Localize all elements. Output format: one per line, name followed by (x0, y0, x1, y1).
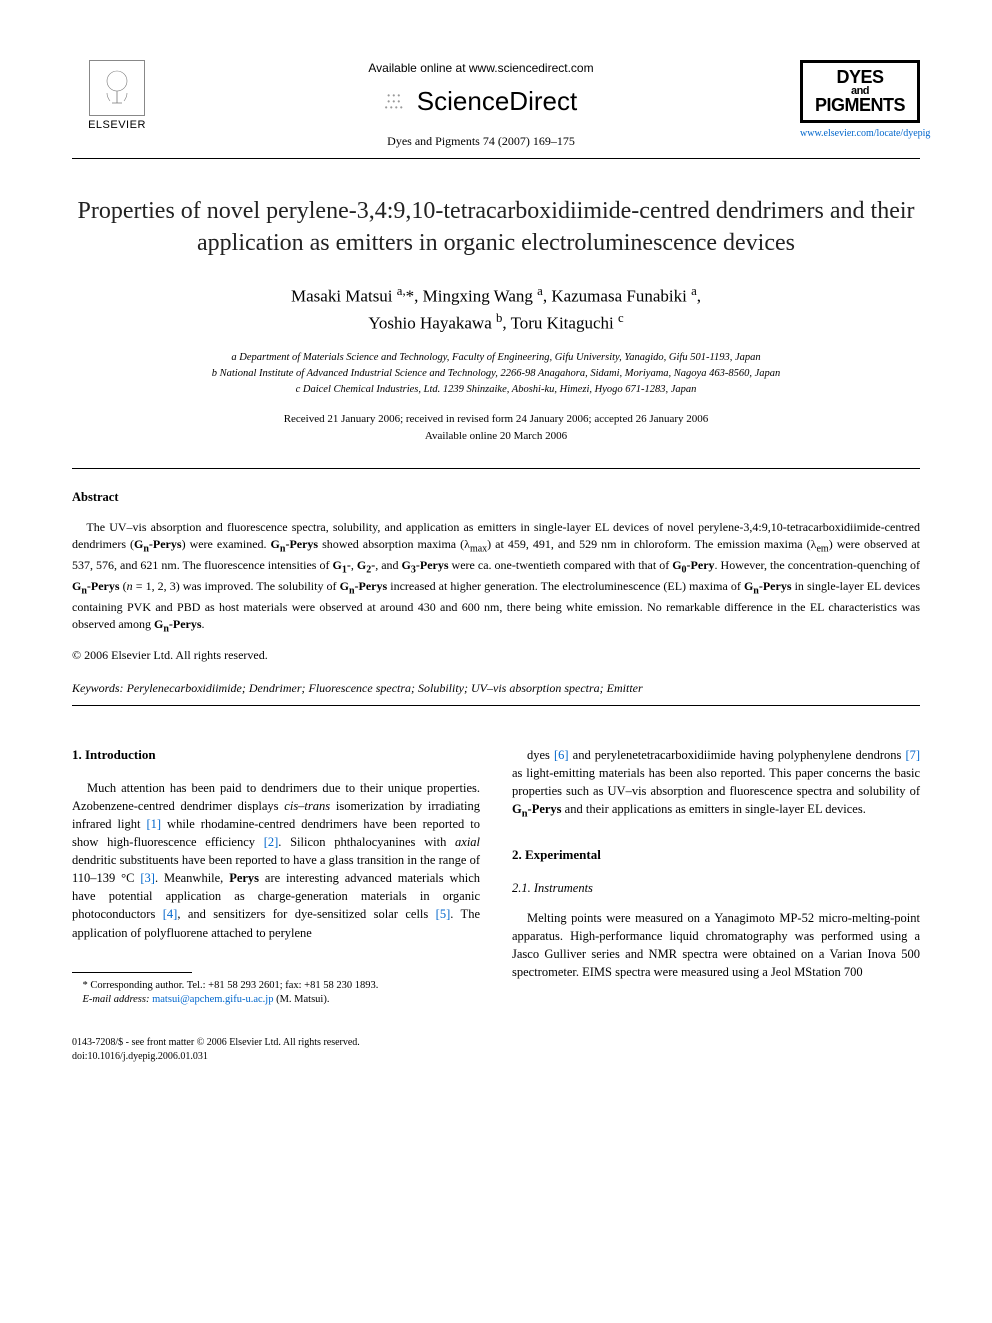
authors: Masaki Matsui a,*, Mingxing Wang a, Kazu… (72, 282, 920, 336)
article-dates: Received 21 January 2006; received in re… (72, 411, 920, 444)
sciencedirect-dots-icon (385, 93, 413, 113)
email-address[interactable]: matsui@apchem.gifu-u.ac.jp (152, 994, 273, 1005)
available-online-text: Available online at www.sciencedirect.co… (162, 60, 800, 77)
received-date: Received 21 January 2006; received in re… (72, 411, 920, 428)
elsevier-label: ELSEVIER (88, 118, 146, 133)
instruments-heading: 2.1. Instruments (512, 879, 920, 897)
left-column: 1. Introduction Much attention has been … (72, 746, 480, 1008)
affiliation-a: a Department of Materials Science and Te… (72, 350, 920, 366)
dyes-pigments-logo: DYES and PIGMENTS (800, 60, 920, 123)
abstract-copyright: © 2006 Elsevier Ltd. All rights reserved… (72, 647, 920, 664)
footnote-rule (72, 972, 192, 973)
keywords-label: Keywords: (72, 681, 124, 695)
sciencedirect-logo: ScienceDirect (162, 83, 800, 119)
abstract-bottom-rule (72, 705, 920, 706)
abstract-top-rule (72, 468, 920, 469)
email-person: (M. Matsui). (273, 994, 329, 1005)
elsevier-logo-block: ELSEVIER (72, 60, 162, 133)
article-title: Properties of novel perylene-3,4:9,10-te… (72, 195, 920, 260)
keywords: Keywords: Perylenecarboxidiimide; Dendri… (72, 680, 920, 697)
affiliation-c: c Daicel Chemical Industries, Ltd. 1239 … (72, 382, 920, 398)
sciencedirect-label: ScienceDirect (417, 86, 577, 116)
intro-paragraph: Much attention has been paid to dendrime… (72, 779, 480, 942)
authors-line1: Masaki Matsui a,*, Mingxing Wang a, Kazu… (72, 282, 920, 309)
email-line: E-mail address: matsui@apchem.gifu-u.ac.… (72, 993, 480, 1008)
journal-reference: Dyes and Pigments 74 (2007) 169–175 (162, 133, 800, 150)
authors-line2: Yoshio Hayakawa b, Toru Kitaguchi c (72, 309, 920, 336)
dyes-line1: DYES (807, 69, 913, 86)
dyes-line2: PIGMENTS (807, 97, 913, 114)
corresponding-text: * Corresponding author. Tel.: +81 58 293… (72, 979, 480, 994)
body-columns: 1. Introduction Much attention has been … (72, 746, 920, 1008)
affiliations: a Department of Materials Science and Te… (72, 350, 920, 397)
instruments-paragraph: Melting points were measured on a Yanagi… (512, 909, 920, 982)
journal-logo-block: DYES and PIGMENTS www.elsevier.com/locat… (800, 60, 920, 141)
experimental-heading: 2. Experimental (512, 846, 920, 865)
header: ELSEVIER Available online at www.science… (72, 60, 920, 150)
abstract-paragraph: The UV–vis absorption and fluorescence s… (72, 519, 920, 637)
elsevier-tree-icon (89, 60, 145, 116)
journal-url-link[interactable]: www.elsevier.com/locate/dyepig (800, 127, 920, 141)
doi-line: doi:10.1016/j.dyepig.2006.01.031 (72, 1050, 920, 1064)
intro-heading: 1. Introduction (72, 746, 480, 765)
header-rule (72, 158, 920, 159)
abstract-body: The UV–vis absorption and fluorescence s… (72, 519, 920, 637)
online-date: Available online 20 March 2006 (72, 428, 920, 445)
keywords-text: Perylenecarboxidiimide; Dendrimer; Fluor… (124, 681, 643, 695)
abstract-heading: Abstract (72, 489, 920, 507)
right-column: dyes [6] and perylenetetracarboxidiimide… (512, 746, 920, 1008)
issn-line: 0143-7208/$ - see front matter © 2006 El… (72, 1036, 920, 1050)
page-footer: 0143-7208/$ - see front matter © 2006 El… (72, 1036, 920, 1064)
intro-continuation: dyes [6] and perylenetetracarboxidiimide… (512, 746, 920, 822)
header-center: Available online at www.sciencedirect.co… (162, 60, 800, 150)
affiliation-b: b National Institute of Advanced Industr… (72, 366, 920, 382)
email-label: E-mail address: (83, 994, 150, 1005)
corresponding-footnote: * Corresponding author. Tel.: +81 58 293… (72, 979, 480, 1008)
